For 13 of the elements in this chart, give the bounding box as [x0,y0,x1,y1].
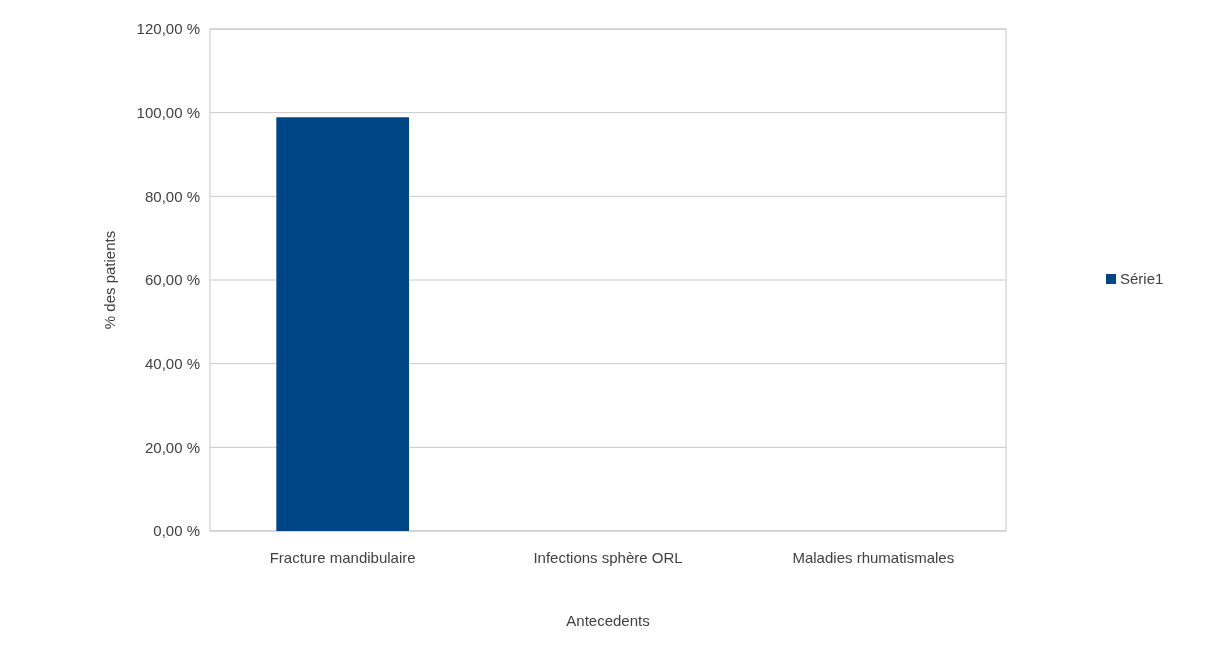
y-tick-label: 0,00 % [153,522,200,540]
y-tick-label: 100,00 % [136,103,200,121]
y-tick-label: 120,00 % [136,20,200,38]
y-tick-label: 20,00 % [144,438,200,456]
y-tick-label: 40,00 % [144,354,200,372]
y-tick-label: 80,00 % [144,187,200,205]
x-axis-title: Antecedents [566,612,650,629]
x-tick-label: Infections sphère ORL [533,549,683,566]
x-tick-label: Maladies rhumatismales [792,549,955,566]
legend-label: Série1 [1120,270,1164,288]
y-tick-label: 60,00 % [144,271,200,289]
x-tick-label: Fracture mandibulaire [269,549,416,566]
y-axis-title: % des patients [101,230,118,330]
